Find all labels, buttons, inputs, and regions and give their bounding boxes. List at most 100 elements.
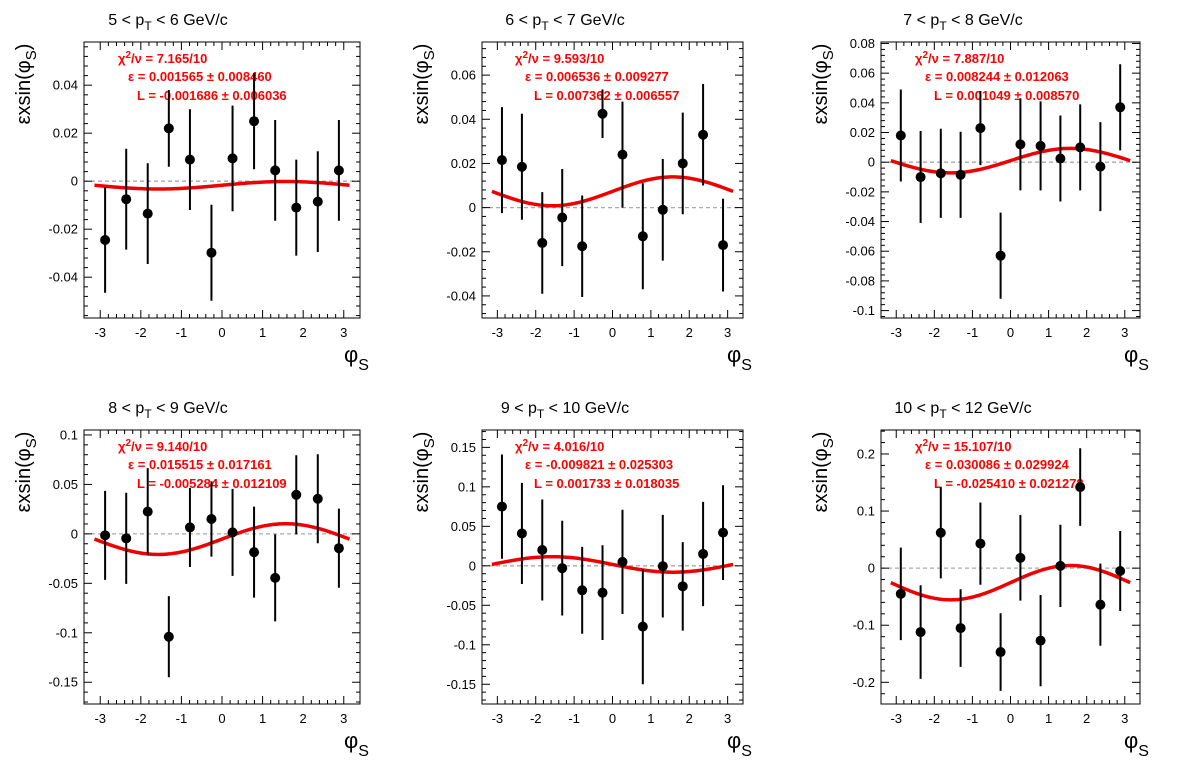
- data-point: [577, 585, 588, 596]
- data-point: [516, 161, 527, 172]
- data-point: [312, 493, 323, 504]
- data-point: [657, 204, 668, 215]
- x-tick-label: -3: [94, 711, 106, 726]
- chart-panel-3: -3 -2 -1 0 1 2 3 -0.1 -0.08 -0.06 -0.04 -0.02 0 0.02 0…: [810, 12, 1149, 374]
- data-point: [1115, 102, 1126, 113]
- fit-curve: [93, 521, 351, 557]
- data-point: [1055, 153, 1066, 164]
- fit-epsilon-text: ε = -0.009821 ± 0.025303: [525, 457, 673, 472]
- x-tick-label: -2: [530, 711, 542, 726]
- data-point: [597, 108, 608, 119]
- x-tick-label: -1: [568, 711, 580, 726]
- data-point: [718, 527, 729, 538]
- data-point: [597, 587, 608, 598]
- x-tick-label: 2: [300, 325, 307, 340]
- data-point: [496, 501, 507, 512]
- x-axis-label: φS: [1124, 728, 1149, 760]
- y-tick-label: 0.05: [451, 519, 476, 534]
- fit-l-text: L = 0.001049 ± 0.008570: [934, 88, 1079, 103]
- x-tick-label: -2: [135, 325, 147, 340]
- data-point: [1015, 552, 1026, 563]
- x-tick-label: -1: [967, 711, 979, 726]
- x-tick-label: -3: [492, 325, 504, 340]
- x-tick-label: 1: [259, 711, 266, 726]
- data-point: [1115, 565, 1126, 576]
- data-point: [1035, 140, 1046, 151]
- data-point: [184, 522, 195, 533]
- x-tick-label: 3: [1121, 325, 1128, 340]
- data-point: [227, 527, 238, 538]
- data-point: [270, 572, 281, 583]
- x-tick-label: -1: [176, 711, 188, 726]
- data-point: [121, 533, 132, 544]
- x-tick-label: 1: [647, 325, 654, 340]
- y-axis-label: εxsin(φS): [411, 432, 438, 513]
- chart-panel-1: -3 -2 -1 0 1 2 3 -0.04 -0.02 0 0.02 0.04 5 < pT < 6 …: [13, 12, 369, 374]
- x-tick-label: 3: [340, 711, 347, 726]
- chart-panel-4: -3 -2 -1 0 1 2 3 -0.15 -0.1 -0.05 0 0.05 0.1 8 < pT <…: [13, 400, 369, 760]
- data-point: [1095, 161, 1106, 172]
- x-tick-label: 1: [1045, 325, 1052, 340]
- data-point: [895, 130, 906, 141]
- data-point: [557, 212, 568, 223]
- y-tick-label: -0.15: [446, 677, 476, 692]
- data-point: [270, 165, 281, 176]
- data-point: [577, 241, 588, 252]
- x-tick-label: 0: [218, 325, 225, 340]
- x-tick-label: 3: [724, 325, 731, 340]
- data-point: [895, 588, 906, 599]
- y-tick-label: -0.1: [853, 303, 875, 318]
- y-axis-label: εxsin(φS): [13, 432, 40, 513]
- x-tick-label: -1: [568, 325, 580, 340]
- panel-title: 9 < pT < 10 GeV/c: [501, 400, 629, 421]
- x-tick-label: 3: [724, 711, 731, 726]
- x-tick-label: -2: [929, 711, 941, 726]
- data-point: [206, 247, 217, 258]
- x-tick-label: -1: [967, 325, 979, 340]
- y-tick-label: -0.04: [48, 270, 78, 285]
- x-tick-label: -2: [530, 325, 542, 340]
- y-tick-label: -0.1: [853, 618, 875, 633]
- x-tick-label: 2: [686, 711, 693, 726]
- y-tick-label: -0.04: [845, 214, 875, 229]
- x-tick-label: -2: [929, 325, 941, 340]
- x-tick-label: -3: [94, 325, 106, 340]
- y-tick-label: 0: [469, 200, 476, 215]
- data-point: [121, 194, 132, 205]
- y-axis-label: εxsin(φS): [13, 44, 40, 125]
- fit-curve: [94, 179, 350, 191]
- x-tick-label: -2: [135, 711, 147, 726]
- fit-chi2-text: χ2/ν = 7.165/10: [118, 50, 207, 66]
- y-tick-label: 0.02: [53, 126, 78, 141]
- panel-title: 7 < pT < 8 GeV/c: [903, 12, 1022, 33]
- data-point: [935, 527, 946, 538]
- fit-l-text: L = -0.025410 ± 0.021278: [934, 476, 1084, 491]
- y-tick-label: 0: [868, 155, 875, 170]
- chart-panel-6: -3 -2 -1 0 1 2 3 -0.2 -0.1 0 0.1 0.2 10 < pT < 12 Ge…: [810, 400, 1149, 760]
- x-tick-label: 0: [1007, 325, 1014, 340]
- data-point: [537, 545, 548, 556]
- x-axis-label: φS: [727, 342, 752, 374]
- y-tick-label: 0.15: [451, 440, 476, 455]
- data-point: [163, 123, 174, 134]
- data-point: [496, 155, 507, 166]
- data-point: [698, 548, 709, 559]
- x-tick-label: -3: [492, 711, 504, 726]
- panel-title: 6 < pT < 7 GeV/c: [505, 12, 624, 33]
- data-point: [100, 235, 111, 245]
- x-axis-label: φS: [1124, 342, 1149, 374]
- fit-chi2-text: χ2/ν = 4.016/10: [515, 438, 604, 454]
- y-tick-label: 0.1: [60, 427, 78, 442]
- y-tick-label: 0.06: [850, 66, 875, 81]
- fit-l-text: L = 0.001733 ± 0.018035: [534, 476, 679, 491]
- data-point: [975, 538, 986, 549]
- y-tick-label: -0.1: [56, 625, 78, 640]
- data-point: [1075, 142, 1086, 153]
- data-point: [1095, 599, 1106, 610]
- y-tick-label: -0.05: [446, 598, 476, 613]
- fit-epsilon-text: ε = 0.015515 ± 0.017161: [128, 457, 272, 472]
- y-axis-label: εxsin(φS): [810, 44, 837, 125]
- y-tick-label: 0.04: [850, 95, 875, 110]
- x-tick-label: 0: [1007, 711, 1014, 726]
- data-point: [677, 581, 688, 592]
